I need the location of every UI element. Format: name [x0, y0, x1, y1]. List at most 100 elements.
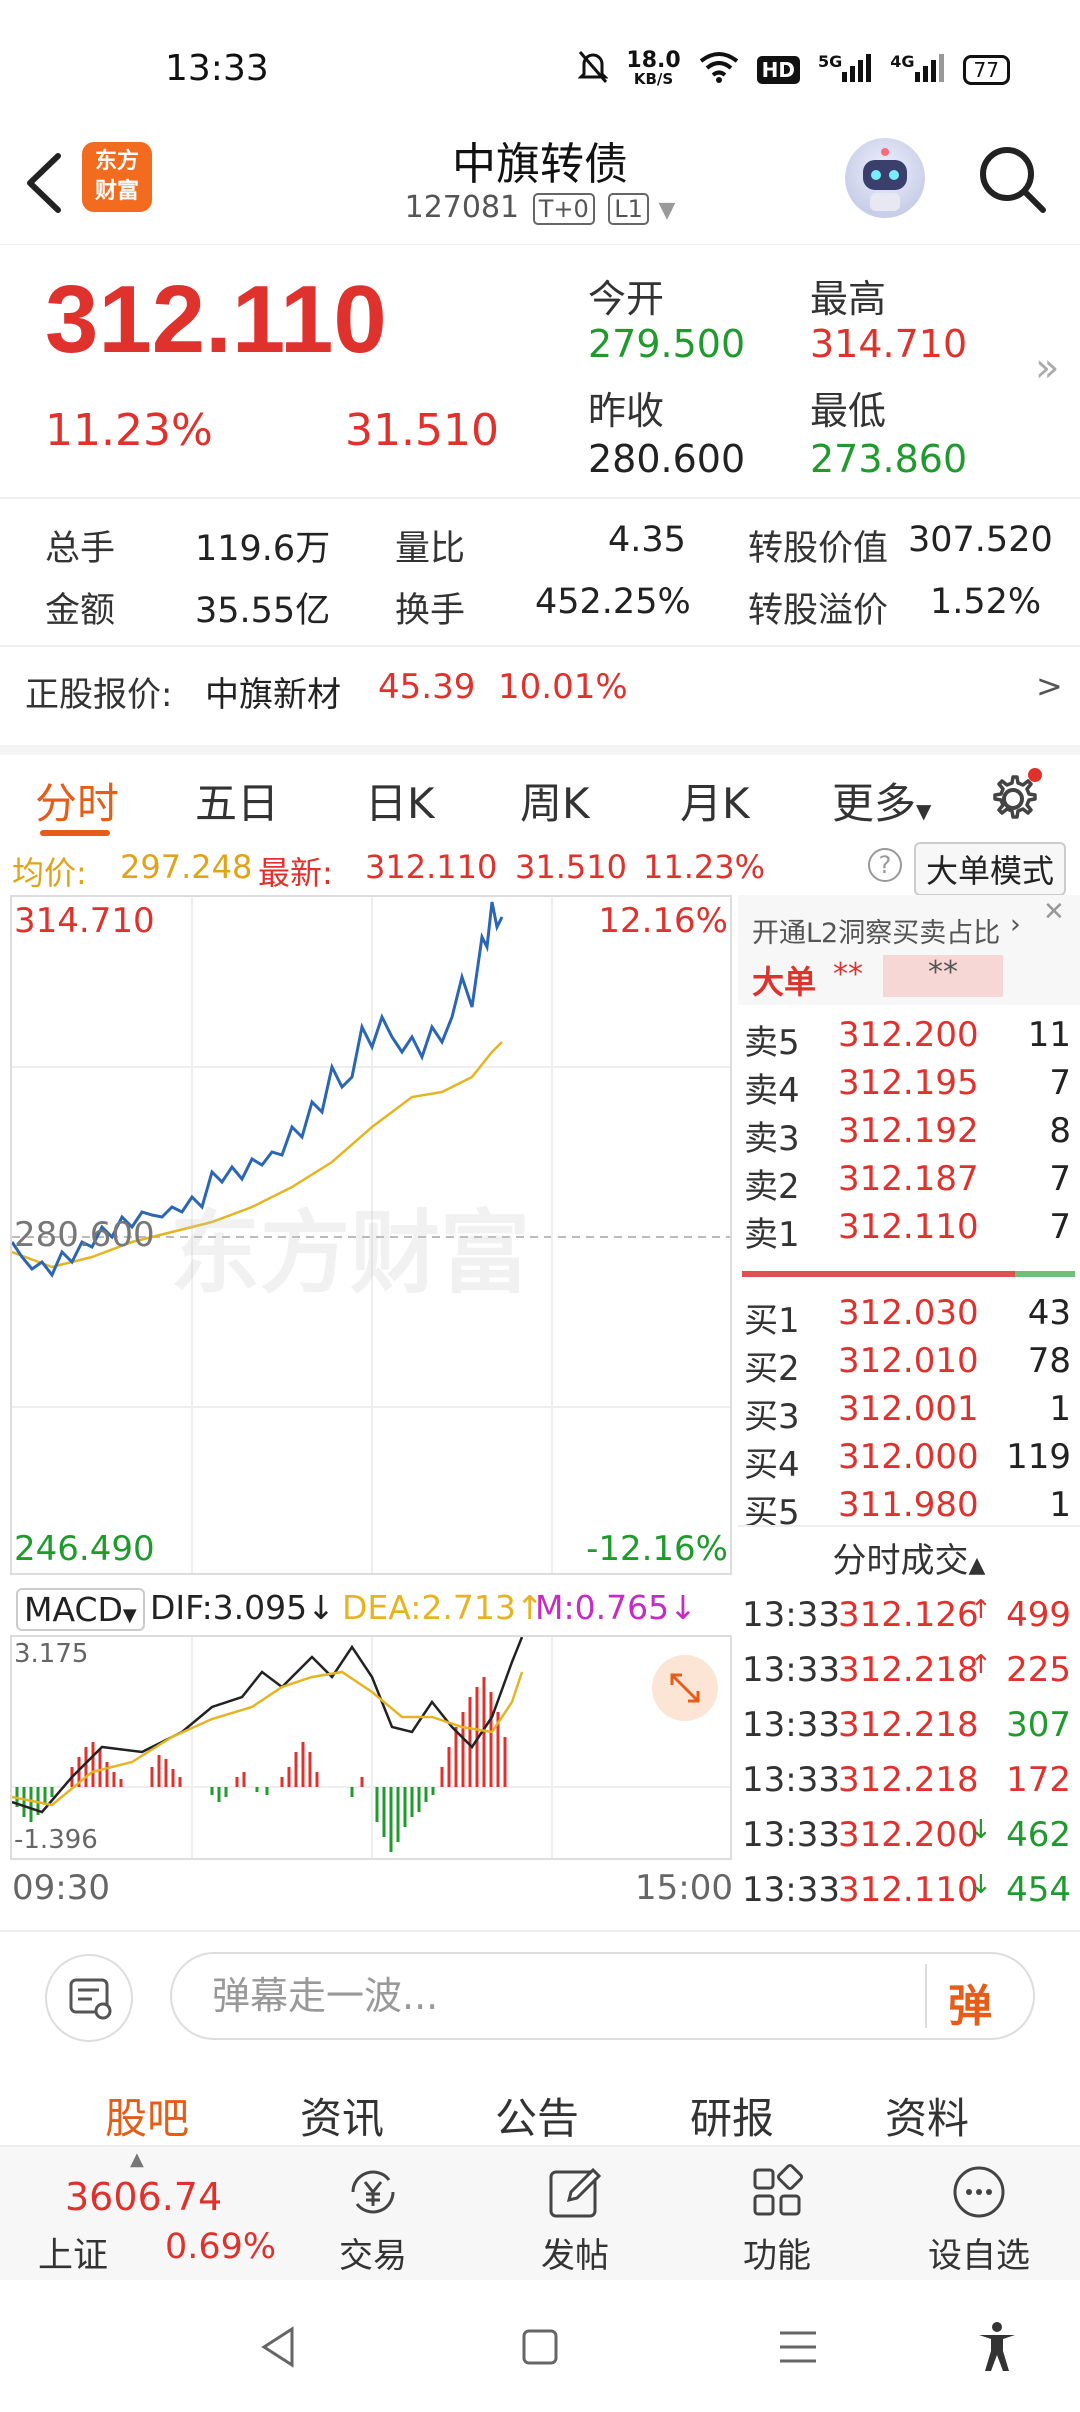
bid-volume: 119 [1006, 1437, 1071, 1477]
volume-ratio-value: 4.35 [608, 520, 686, 560]
nav-trade[interactable]: 交易 [298, 2162, 448, 2277]
macd-y-top: 3.175 [14, 1639, 89, 1669]
stock-code-row[interactable]: 127081 T+0 L1 ▼ [0, 190, 1080, 225]
tick-time: 13:33 [742, 1870, 840, 1910]
tick-volume: 462 [1006, 1815, 1071, 1855]
accessibility-icon[interactable] [975, 2321, 1019, 2377]
divider [0, 645, 1080, 647]
chevron-right-icon: › [1010, 909, 1021, 940]
tab-news[interactable]: 资讯 [300, 2094, 385, 2143]
ask-row: 卖3 312.192 8 [738, 1111, 1073, 1159]
net-speed-value: 18.0 [626, 48, 681, 73]
change-percent: 11.23% [45, 405, 213, 456]
ask-row: 卖1 312.110 7 [738, 1207, 1073, 1255]
search-button[interactable] [975, 142, 1050, 217]
eastmoney-logo[interactable]: 东方 财富 [82, 142, 152, 212]
danmu-send-button[interactable]: 弹 [948, 1981, 992, 2032]
tab-announcements[interactable]: 公告 [495, 2094, 580, 2143]
tab-guba[interactable]: 股吧 [105, 2094, 190, 2143]
dif-line [11, 1636, 524, 1814]
bid-row: 买1 312.030 43 [738, 1293, 1073, 1341]
high-value: 314.710 [810, 322, 968, 366]
buy-sell-ratio-bar [742, 1271, 1075, 1277]
dropdown-triangle-icon: ▼ [122, 1605, 137, 1626]
double-chevron-right-icon[interactable]: » [1035, 345, 1060, 391]
macd-chart[interactable]: 3.175 -1.396 [10, 1635, 732, 1860]
system-menu-icon[interactable] [778, 2327, 818, 2371]
robot-assistant-icon[interactable] [845, 138, 925, 218]
tick-time: 13:33 [742, 1705, 840, 1745]
system-back-icon[interactable] [258, 2325, 298, 2373]
tick-row: 13:33 312.200 ↓ 462 [738, 1815, 1073, 1863]
intraday-chart[interactable]: 314.710 280.600 246.490 12.16% -12.16% [10, 895, 732, 1575]
premium-label: 转股溢价 [748, 591, 889, 631]
l2-promo[interactable]: 开通L2洞察买卖占比 › ✕ 大单 ** ** [738, 895, 1080, 1005]
chart-y-top: 314.710 [14, 901, 155, 941]
bid-label: 买1 [744, 1301, 800, 1341]
tick-price: 312.218 [838, 1705, 979, 1745]
status-bar: 13:33 18.0 KB/S HD 5G 4G 77 [0, 0, 1080, 140]
settings-gear-icon[interactable] [985, 767, 1045, 831]
tab-five-day[interactable]: 五日 [195, 779, 280, 828]
nav-add-watchlist-label: 设自选 [928, 2236, 1030, 2276]
l1-tag: L1 [608, 193, 649, 225]
dropdown-triangle-icon: ▼ [916, 799, 932, 823]
underlying-stock-row[interactable]: 正股报价: 中旗新材 45.39 10.01% > [0, 655, 1080, 725]
ask-label: 卖1 [744, 1215, 800, 1255]
back-arrow-icon [27, 153, 61, 213]
tick-row: 13:33 312.218 307 [738, 1705, 1073, 1753]
close-icon[interactable]: ✕ [1043, 897, 1065, 927]
tab-profile[interactable]: 资料 [885, 2094, 970, 2143]
logo-line-2: 财富 [94, 179, 139, 204]
ask-volume: 11 [1027, 1015, 1071, 1055]
big-order-mode-button[interactable]: 大单模式 [914, 842, 1067, 896]
back-button[interactable] [20, 148, 70, 218]
tab-daily-k[interactable]: 日K [365, 779, 435, 828]
bid-label: 买4 [744, 1445, 800, 1485]
latest-change: 31.510 [515, 848, 627, 886]
nav-add-watchlist[interactable]: 设自选 [904, 2162, 1054, 2277]
bid-volume: 43 [1027, 1293, 1071, 1333]
tick-row: 13:33 312.218 ↑ 225 [738, 1650, 1073, 1698]
macd-dea: DEA:2.713↑ [342, 1588, 544, 1627]
ask-price: 312.200 [838, 1015, 979, 1055]
chevron-right-icon: > [1036, 667, 1063, 705]
ask-volume: 7 [1049, 1207, 1071, 1247]
signal-4g-label: 4G [890, 52, 915, 71]
latest-pct: 11.23% [643, 848, 766, 886]
macd-header: MACD▼ DIF:3.095↓ DEA:2.713↑ M:0.765↓ [10, 1580, 732, 1632]
tab-research[interactable]: 研报 [690, 2094, 775, 2143]
tick-price: 312.110 [838, 1870, 979, 1910]
macd-selector[interactable]: MACD▼ [16, 1588, 145, 1631]
ticks-title[interactable]: 分时成交▲ [738, 1533, 1080, 1582]
triangle-up-icon: ▲ [968, 1553, 986, 1578]
amount-label: 金额 [45, 591, 116, 631]
nav-post[interactable]: 发帖 [500, 2162, 650, 2277]
chart-tabs: 分时 五日 日K 周K 月K 更多▼ [0, 745, 1080, 836]
tab-weekly-k[interactable]: 周K [520, 779, 590, 828]
l2-promo-text: 开通L2洞察买卖占比 [752, 918, 1001, 949]
tab-more-label: 更多 [832, 779, 917, 828]
tab-monthly-k[interactable]: 月K [680, 779, 750, 828]
ask-label: 卖4 [744, 1071, 800, 1111]
barrage-settings-icon[interactable] [45, 1954, 133, 2042]
system-home-icon[interactable] [520, 2327, 560, 2371]
last-price: 312.110 [45, 266, 387, 373]
search-icon [980, 147, 1046, 213]
index-widget[interactable]: ▲ 3606.74 上证 0.69% [30, 2147, 276, 2277]
underlying-pct: 10.01% [498, 667, 628, 707]
macd-dif: DIF:3.095↓ [150, 1588, 335, 1627]
tab-more[interactable]: 更多▼ [832, 770, 931, 831]
open-value: 279.500 [588, 322, 746, 366]
tab-intraday[interactable]: 分时 [35, 779, 120, 828]
active-tab-indicator [40, 830, 110, 836]
system-nav-bar [0, 2285, 1080, 2412]
tick-price: 312.126 [838, 1595, 979, 1635]
chart-pct-bot: -12.16% [586, 1529, 728, 1569]
wifi-icon [699, 51, 739, 89]
barrage-input[interactable]: 弹幕走一波... [170, 1952, 1035, 2040]
expand-icon[interactable] [652, 1655, 718, 1721]
help-icon[interactable]: ? [868, 848, 902, 882]
nav-functions[interactable]: 功能 [702, 2162, 852, 2277]
nav-post-label: 发帖 [541, 2236, 609, 2276]
